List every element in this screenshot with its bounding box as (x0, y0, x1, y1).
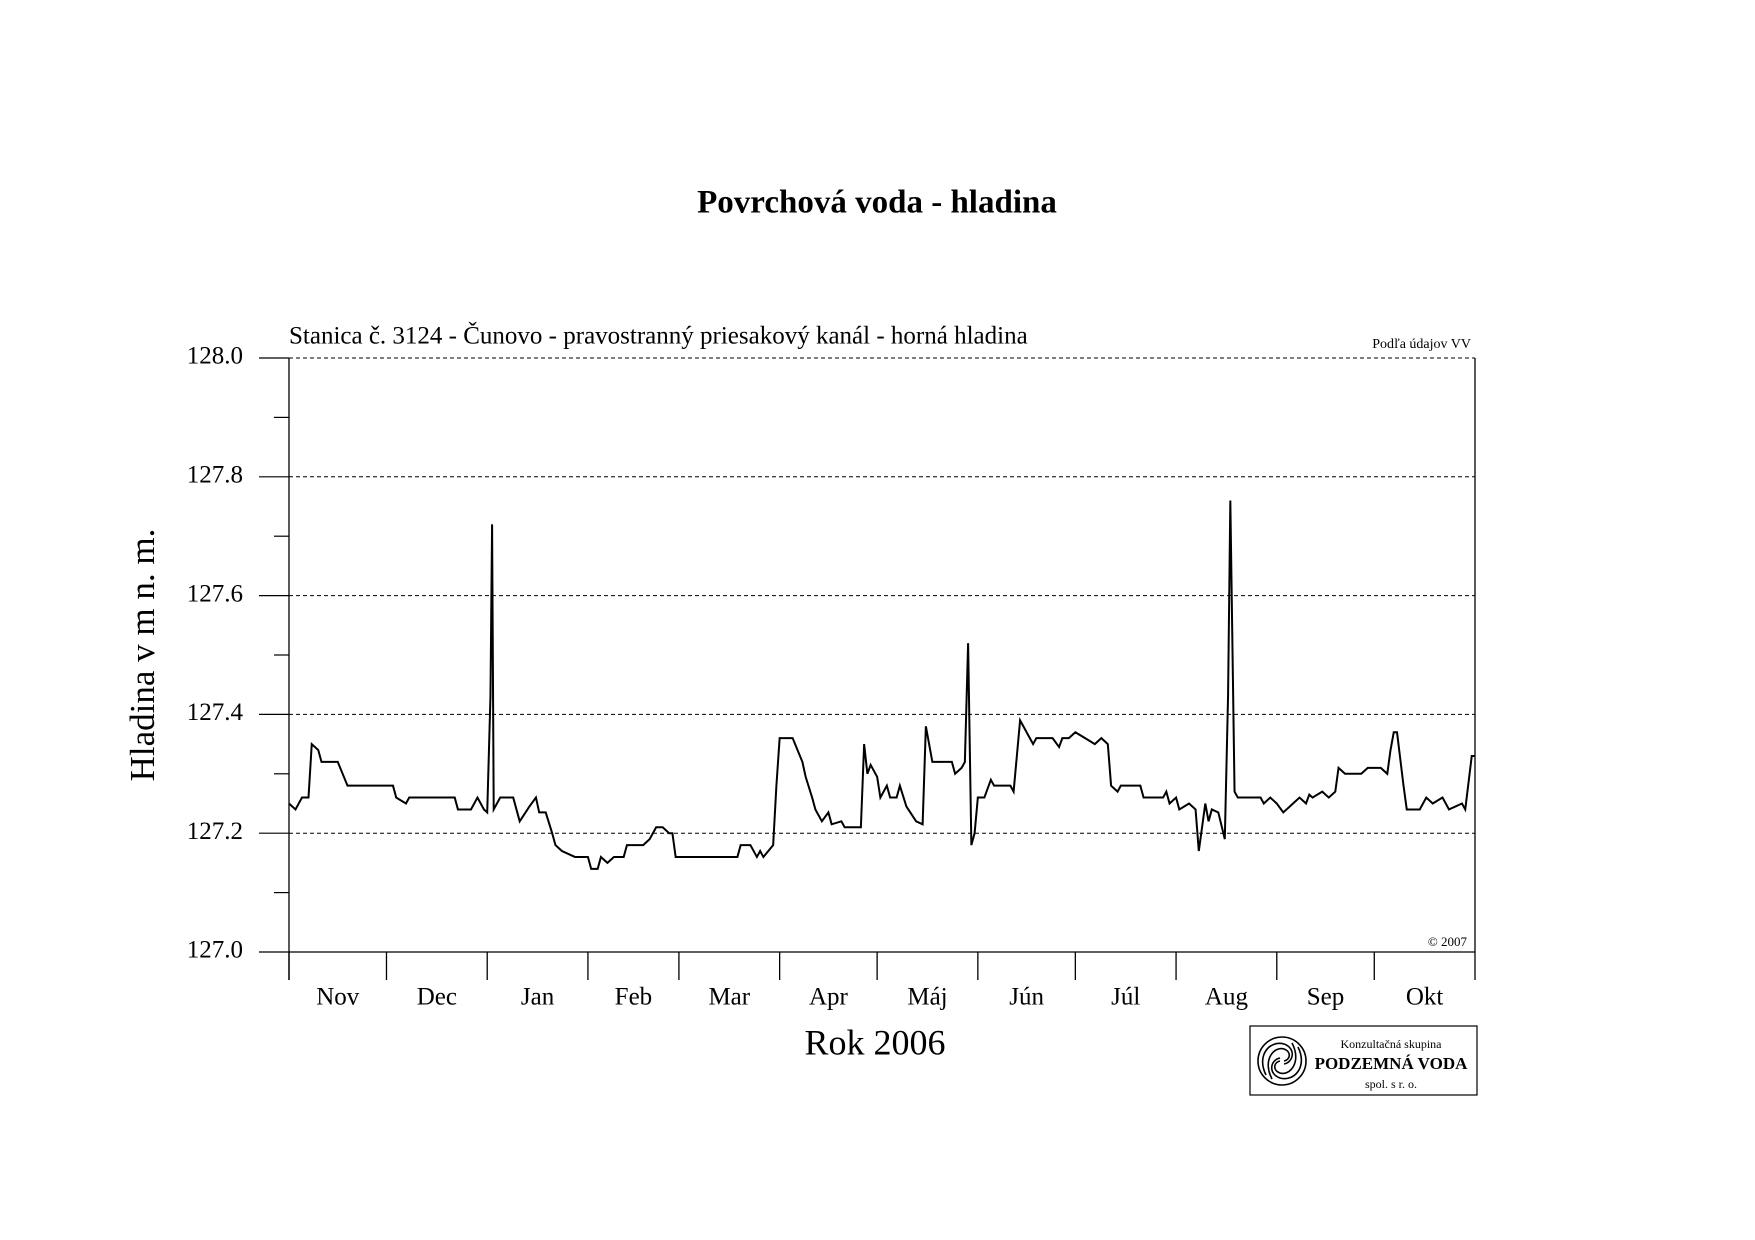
logo-frame (1249, 1025, 1478, 1096)
x-tick-label: Feb (615, 984, 653, 1011)
x-axis-label: Rok 2006 (804, 1022, 945, 1062)
x-tick-label: Jún (1009, 984, 1044, 1011)
x-tick-label: Aug (1205, 984, 1249, 1011)
y-tick-label: 128.0 (187, 343, 243, 370)
logo-line1: Konzultačná skupina (1341, 1037, 1443, 1051)
x-tick-label: Nov (316, 984, 360, 1011)
logo: Konzultačná skupina PODZEMNÁ VODA spol. … (1249, 1025, 1478, 1096)
logo-line2: PODZEMNÁ VODA (1315, 1054, 1469, 1073)
y-tick-label: 127.2 (187, 818, 243, 845)
y-tick-label: 127.8 (187, 462, 243, 489)
x-tick-label: Okt (1406, 984, 1444, 1011)
data-line (288, 500, 1475, 870)
x-tick-label: Sep (1307, 984, 1345, 1011)
x-tick-label: Máj (907, 984, 947, 1011)
x-tick-label: Apr (809, 984, 849, 1011)
y-axis-label: Hladina v m n. m. (123, 529, 162, 782)
x-tick-label: Jan (521, 984, 555, 1011)
x-tick-label: Dec (417, 984, 457, 1011)
logo-line3: spol. s r. o. (1365, 1077, 1417, 1091)
x-tick-label: Júl (1111, 984, 1140, 1011)
y-tick-label: 127.0 (187, 937, 243, 964)
chart-title: Povrchová voda - hladina (697, 185, 1057, 221)
copyright: © 2007 (1428, 934, 1468, 949)
y-tick-label: 127.4 (187, 699, 244, 726)
source-note: Podľa údajov VV (1372, 337, 1471, 352)
logo-icon (1257, 1036, 1307, 1086)
y-tick-label: 127.6 (187, 580, 243, 607)
chart-subtitle: Stanica č. 3124 - Čunovo - pravostranný … (289, 322, 1028, 350)
x-tick-label: Mar (708, 984, 750, 1011)
